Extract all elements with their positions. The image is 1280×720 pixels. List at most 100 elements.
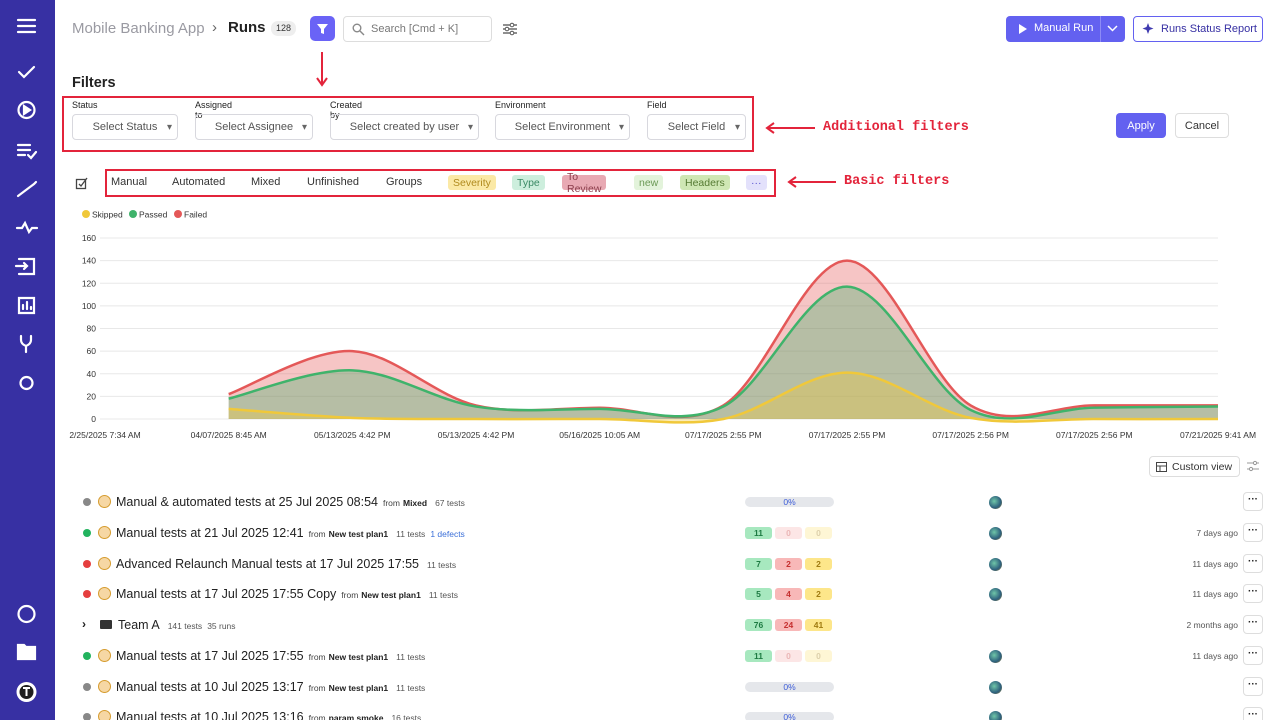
status-report-button[interactable]: Runs Status Report <box>1133 16 1263 42</box>
run-title[interactable]: Manual & automated tests at 25 Jul 2025 … <box>116 495 378 509</box>
filter-tag[interactable]: Type <box>512 175 545 190</box>
nav-folder[interactable] <box>16 643 37 661</box>
defects-link[interactable]: 1 defects <box>430 529 465 539</box>
nav-settings[interactable] <box>19 375 34 391</box>
select-all-icon[interactable] <box>75 176 89 190</box>
run-title[interactable]: Manual tests at 10 Jul 2025 13:16 <box>116 710 304 720</box>
y-tick-label: 0 <box>91 414 96 424</box>
row-menu[interactable]: ··· <box>1243 492 1263 511</box>
run-title[interactable]: Team A <box>118 618 160 632</box>
status-count: 5 <box>745 588 772 600</box>
filter-tag[interactable]: ··· <box>746 175 767 190</box>
manual-run-button[interactable]: Manual Run <box>1006 16 1125 42</box>
test-count: 67 tests <box>435 498 465 508</box>
filter-tab[interactable]: Mixed <box>251 176 281 188</box>
x-tick-label: 05/13/2025 4:42 PM <box>314 430 391 440</box>
nav-branches[interactable] <box>19 334 33 354</box>
filter-tab[interactable]: Manual <box>111 176 148 188</box>
filter-select[interactable]: Select Status <box>72 114 178 140</box>
run-source[interactable]: New test plan1 <box>328 683 389 693</box>
status-icon <box>83 652 91 660</box>
run-type-icon <box>98 495 111 508</box>
nav-import[interactable] <box>14 257 36 276</box>
run-title[interactable]: Manual tests at 10 Jul 2025 13:17 <box>116 680 304 694</box>
y-tick-label: 60 <box>87 346 97 356</box>
menu-icon[interactable] <box>16 18 37 34</box>
run-source[interactable]: New test plan1 <box>361 590 421 600</box>
assignee-avatar <box>989 558 1002 571</box>
run-source[interactable]: param smoke <box>328 713 384 720</box>
y-tick-label: 160 <box>82 233 96 243</box>
logo-mark <box>23 687 30 696</box>
nav-steps[interactable] <box>16 180 38 198</box>
row-menu[interactable]: ··· <box>1243 523 1263 542</box>
run-row[interactable]: Manual tests at 10 Jul 2025 13:17 from New… <box>78 675 1268 699</box>
row-menu[interactable]: ··· <box>1243 584 1263 603</box>
view-settings[interactable] <box>502 22 518 36</box>
filter-tag[interactable]: Headers <box>680 175 730 190</box>
run-row[interactable]: Manual tests at 21 Jul 2025 12:41 from New… <box>78 521 1268 545</box>
status-count: 11 <box>745 527 772 539</box>
row-menu[interactable]: ··· <box>1243 707 1263 720</box>
legend-label: Failed <box>184 210 207 220</box>
run-source[interactable]: New test plan1 <box>328 529 389 539</box>
cancel-button[interactable]: Cancel <box>1175 113 1229 138</box>
run-title[interactable]: Manual tests at 17 Jul 2025 17:55 <box>116 649 304 663</box>
run-title[interactable]: Manual tests at 21 Jul 2025 12:41 <box>116 526 304 540</box>
run-date: 11 days ago <box>1192 651 1238 661</box>
run-title[interactable]: Advanced Relaunch Manual tests at 17 Jul… <box>116 557 419 571</box>
run-row[interactable]: Advanced Relaunch Manual tests at 17 Jul… <box>78 552 1268 576</box>
filter-tab[interactable]: Groups <box>386 176 423 188</box>
run-date: 2 months ago <box>1186 620 1238 630</box>
from-label: from <box>308 713 326 720</box>
run-row[interactable]: › Team A 141 tests 35 runs 76 24 41 2 months ag… <box>78 613 1268 637</box>
filter-button[interactable] <box>310 16 335 41</box>
run-row[interactable]: Manual tests at 17 Jul 2025 17:55 Copy fr… <box>78 582 1268 606</box>
filter-tag[interactable]: new <box>634 175 664 190</box>
run-row[interactable]: Manual & automated tests at 25 Jul 2025 … <box>78 490 1268 514</box>
nav-pulse[interactable] <box>15 220 39 235</box>
annotation-box <box>105 169 776 197</box>
run-date: 7 days ago <box>1196 528 1238 538</box>
nav-help[interactable] <box>17 604 36 624</box>
nav-runs[interactable] <box>17 100 36 120</box>
filter-select[interactable]: Select created by user <box>330 114 479 140</box>
run-row[interactable]: Manual tests at 17 Jul 2025 17:55 from New… <box>78 644 1268 668</box>
custom-view-button[interactable]: Custom view <box>1149 456 1240 477</box>
legend-label: Passed <box>139 210 168 220</box>
assignee-avatar <box>989 496 1002 509</box>
filter-tab[interactable]: Unfinished <box>307 176 359 188</box>
dropdown-arrow[interactable] <box>1107 25 1118 33</box>
filter-tag[interactable]: To Review <box>562 171 607 195</box>
status-count: 0 <box>775 650 802 662</box>
row-menu[interactable]: ··· <box>1243 677 1263 696</box>
run-title[interactable]: Manual tests at 17 Jul 2025 17:55 Copy <box>116 587 337 601</box>
row-menu[interactable]: ··· <box>1243 615 1263 634</box>
run-count: 35 runs <box>207 621 236 631</box>
from-label: from <box>382 498 400 508</box>
x-tick-label: 2/25/2025 7:34 AM <box>69 430 140 440</box>
breadcrumb-project[interactable]: Mobile Banking App <box>72 20 205 37</box>
search-box[interactable]: Search [Cmd + K] <box>343 16 492 42</box>
filter-select[interactable]: Select Assignee <box>195 114 313 140</box>
filter-select[interactable]: Select Field <box>647 114 746 140</box>
filter-tag[interactable]: Severity <box>448 175 496 190</box>
row-menu[interactable]: ··· <box>1243 554 1263 573</box>
run-info: Manual tests at 21 Jul 2025 12:41 from New… <box>116 526 465 540</box>
area-fill <box>228 260 1218 419</box>
nav-tests[interactable] <box>17 65 36 79</box>
filter-tab[interactable]: Automated <box>172 176 226 188</box>
y-tick-label: 20 <box>87 391 97 401</box>
expand-chevron[interactable]: › <box>82 617 86 631</box>
x-tick-label: 07/17/2025 2:56 PM <box>1056 430 1133 440</box>
nav-plans[interactable] <box>16 143 38 160</box>
run-source[interactable]: Mixed <box>402 498 428 508</box>
run-source[interactable]: New test plan1 <box>328 652 389 662</box>
row-menu[interactable]: ··· <box>1243 646 1263 665</box>
status-count: 4 <box>775 588 802 600</box>
apply-button[interactable]: Apply <box>1116 113 1166 138</box>
nav-analytics[interactable] <box>17 296 36 315</box>
filter-select[interactable]: Select Environment <box>495 114 630 140</box>
list-settings[interactable] <box>1246 460 1260 472</box>
run-row[interactable]: Manual tests at 10 Jul 2025 13:16 from par… <box>78 705 1268 720</box>
